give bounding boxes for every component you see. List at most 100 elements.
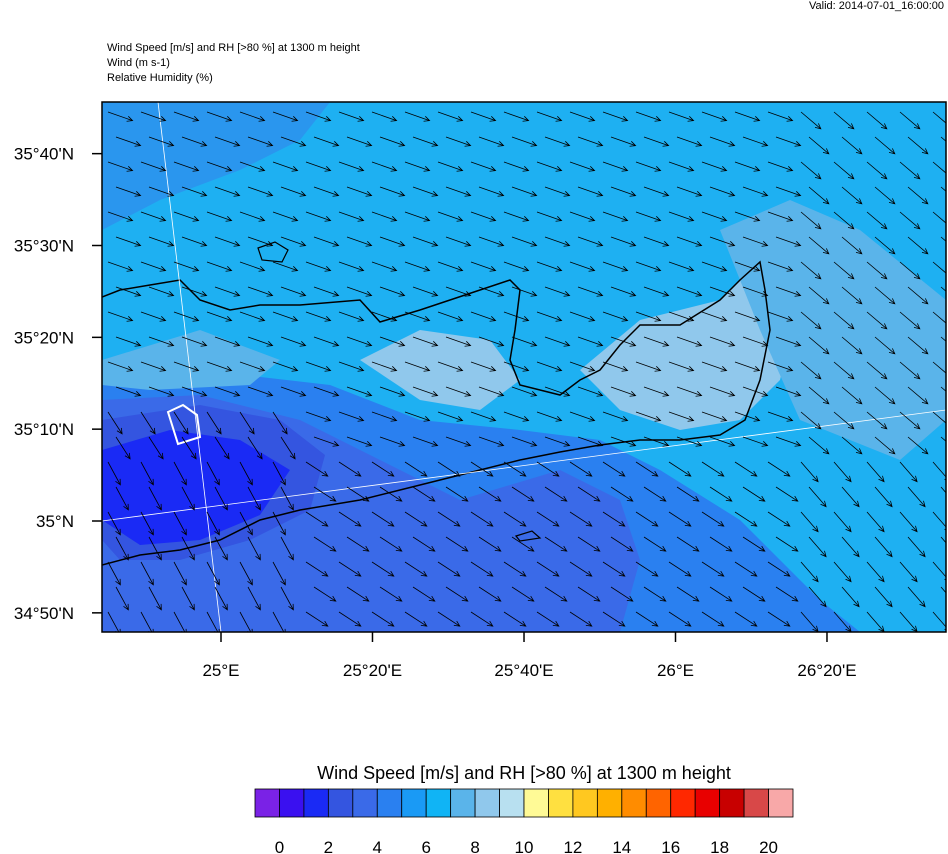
wind-arrow [511, 586, 535, 602]
wind-arrow [536, 411, 563, 422]
wind-arrow [767, 561, 791, 577]
wind-arrow [734, 611, 758, 627]
wind-arrow [899, 111, 921, 130]
wind-arrow [709, 536, 733, 552]
wind-arrow [602, 411, 629, 422]
wind-arrow [668, 311, 695, 322]
colorbar-box [327, 788, 354, 818]
wind-arrow [272, 511, 286, 536]
wind-arrow [536, 511, 560, 527]
wind-arrow [643, 486, 667, 502]
wind-arrow [874, 236, 896, 255]
colorbar-label: 6 [421, 838, 430, 854]
wind-arrow [932, 261, 946, 274]
wind-arrow [742, 436, 769, 447]
colorbar: 0 2 4 6 8 10 12 14 16 18 20 [254, 788, 794, 854]
wind-arrow [247, 486, 261, 511]
wind-arrow [181, 136, 208, 147]
colorbar-label: 14 [612, 838, 631, 854]
wind-arrow [536, 311, 563, 322]
wind-arrow [544, 136, 571, 147]
wind-arrow [841, 486, 860, 508]
wind-arrow [709, 386, 736, 397]
wind-arrow [280, 436, 296, 460]
wind-arrow [767, 411, 794, 422]
wind-arrow [272, 311, 299, 322]
wind-arrow [437, 211, 464, 222]
wind-arrow [643, 536, 667, 552]
wind-arrow [115, 436, 131, 460]
lon-tick-label: 25°40'E [494, 661, 553, 680]
wind-arrow [437, 311, 464, 322]
wind-arrow [338, 111, 365, 122]
wind-arrow [932, 111, 946, 124]
wind-arrow [239, 161, 266, 172]
wind-arrow [280, 386, 307, 397]
colorbar-box [499, 788, 525, 818]
wind-arrow [115, 236, 142, 247]
wind-arrow [866, 361, 888, 380]
wind-arrow [808, 536, 827, 558]
wind-arrow [899, 511, 918, 533]
wind-arrow [841, 186, 863, 205]
wind-arrow [833, 111, 855, 130]
wind-arrow [511, 536, 535, 552]
colorbar-box [523, 788, 549, 818]
wind-arrow [412, 286, 439, 297]
colorbar-box [474, 788, 500, 818]
wind-arrow [734, 361, 761, 372]
wind-arrow [808, 186, 830, 205]
wind-arrow [940, 336, 946, 342]
wind-arrow [544, 236, 571, 247]
wind-arrow [412, 436, 439, 447]
wind-arrow [214, 386, 241, 397]
wind-arrow [503, 311, 530, 322]
wind-arrow [569, 361, 596, 372]
wind-arrow [470, 211, 497, 222]
wind-arrow [742, 186, 769, 197]
wind-arrow [841, 136, 863, 155]
wind-arrow [701, 361, 728, 372]
wind-arrow [874, 536, 893, 558]
colorbar-box [376, 788, 403, 818]
wind-arrow [668, 261, 695, 272]
wind-arrow [338, 611, 362, 627]
wind-arrow [701, 311, 728, 322]
wind-arrow [445, 286, 472, 297]
wind-arrow [107, 111, 134, 122]
wind-arrow [734, 311, 761, 322]
wind-arrow [800, 211, 822, 230]
wind-arrow [668, 211, 695, 222]
lat-tick-label: 35°N [36, 512, 74, 531]
wind-arrow [140, 511, 154, 536]
wind-arrow [610, 436, 637, 447]
wind-arrow [107, 311, 134, 322]
wind-arrow [800, 161, 822, 180]
colorbar-box [596, 788, 623, 818]
wind-arrow [907, 136, 929, 155]
wind-arrow [635, 361, 662, 372]
wind-arrow [668, 161, 695, 172]
wind-arrow [478, 586, 502, 602]
wind-arrow [874, 486, 893, 508]
wind-arrow [206, 261, 233, 272]
wind-arrow [866, 561, 885, 583]
wind-arrow [115, 536, 129, 561]
wind-arrow [635, 111, 662, 122]
wind-arrow [940, 386, 946, 392]
wind-arrow [214, 336, 241, 347]
wind-arrow [272, 211, 299, 222]
wind-arrow [635, 561, 659, 577]
wind-arrow [899, 461, 918, 483]
wind-arrow [247, 336, 274, 347]
wind-arrow [346, 486, 370, 502]
wind-arrow [247, 586, 261, 611]
wind-arrow [808, 386, 830, 405]
wind-arrow [668, 511, 692, 527]
wind-arrow [668, 111, 695, 122]
wind-arrow [577, 536, 601, 552]
wind-arrow [181, 586, 195, 611]
wind-arrow [404, 411, 431, 422]
wind-arrow [643, 186, 670, 197]
wind-arrow [643, 436, 670, 447]
